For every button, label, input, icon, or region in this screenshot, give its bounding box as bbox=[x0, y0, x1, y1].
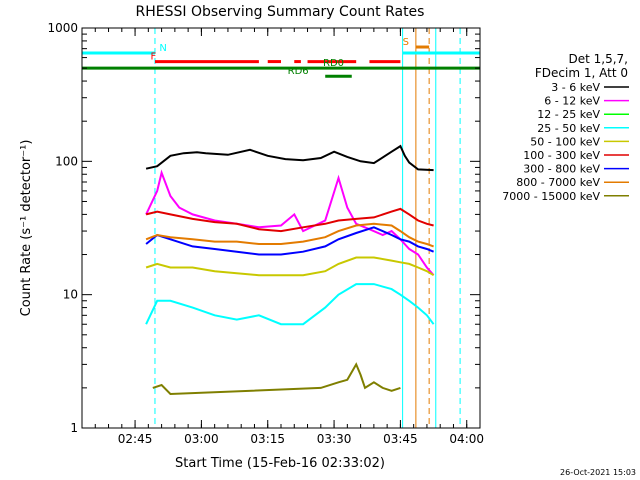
legend-label-0: 3 - 6 keV bbox=[551, 81, 600, 94]
x-tick-label-4: 03:45 bbox=[383, 432, 418, 446]
y-tick-label-1: 10 bbox=[63, 288, 78, 302]
flag-label-rd6: RD6 bbox=[288, 66, 309, 77]
series-line-8 bbox=[152, 362, 401, 396]
series-line-3 bbox=[145, 283, 435, 326]
legend-label-2: 12 - 25 keV bbox=[537, 108, 600, 121]
footer-date: 26-Oct-2021 15:03 bbox=[560, 468, 636, 477]
series-line-0 bbox=[145, 144, 434, 172]
y-tick-label-0: 1 bbox=[70, 421, 78, 435]
plot-content: NF S RD0 RD6 bbox=[82, 28, 480, 428]
legend-label-4: 50 - 100 keV bbox=[530, 135, 600, 148]
flag-label-f: F bbox=[151, 52, 157, 63]
legend-label-7: 800 - 7000 keV bbox=[516, 176, 600, 189]
series-line-6 bbox=[145, 226, 434, 256]
chart-title: RHESSI Observing Summary Count Rates bbox=[136, 4, 425, 20]
legend-label-1: 6 - 12 keV bbox=[544, 95, 600, 108]
y-tick-label-2: 100 bbox=[55, 154, 78, 168]
series-line-7 bbox=[145, 222, 434, 248]
legend-label-6: 300 - 800 keV bbox=[523, 163, 600, 176]
y-tick-label-3: 1000 bbox=[47, 21, 78, 35]
y-axis-label: Count Rate (s⁻¹ detector⁻¹) bbox=[19, 140, 34, 317]
legend-label-5: 100 - 300 keV bbox=[523, 149, 600, 162]
legend-title-line-1: Det 1,5,7, bbox=[569, 52, 629, 66]
flag-label-n: N bbox=[159, 43, 166, 54]
flag-label-s: S bbox=[403, 37, 409, 48]
series-line-4 bbox=[145, 256, 435, 277]
x-tick-label-3: 03:30 bbox=[317, 432, 352, 446]
legend-label-8: 7000 - 15000 keV bbox=[502, 190, 600, 203]
legend-label-3: 25 - 50 keV bbox=[537, 122, 600, 135]
x-tick-label-2: 03:15 bbox=[250, 432, 285, 446]
axes: 02:45 03:00 03:15 03:30 03:45 04:00 1 10 100 1000 bbox=[47, 21, 484, 446]
legend-title-line-2: FDecim 1, Att 0 bbox=[535, 66, 628, 80]
series-line-5 bbox=[145, 207, 434, 233]
flag-label-rd0: RD0 bbox=[323, 58, 344, 69]
x-axis-label: Start Time (15-Feb-16 02:33:02) bbox=[175, 456, 385, 471]
x-tick-label-1: 03:00 bbox=[184, 432, 219, 446]
x-tick-label-0: 02:45 bbox=[118, 432, 153, 446]
plot-frame bbox=[81, 27, 481, 429]
x-tick-label-5: 04:00 bbox=[449, 432, 484, 446]
